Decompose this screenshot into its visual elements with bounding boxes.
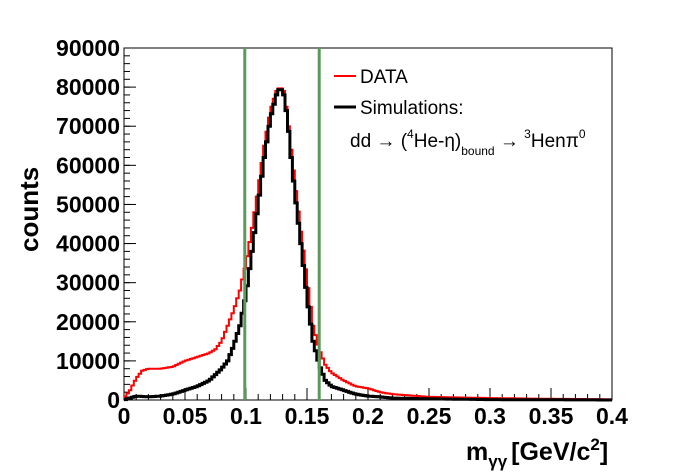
legend: DATA Simulations: dd → (4He-η)bound → 3H… [334, 67, 586, 158]
x-tick-label: 0.1 [230, 403, 262, 429]
legend-reaction-formula: dd → (4He-η)bound → 3Henπ0 [350, 127, 586, 158]
y-tick-label: 80000 [56, 74, 120, 100]
y-tick-label: 60000 [56, 152, 120, 178]
x-tick-label: 0.05 [163, 403, 208, 429]
x-axis: 0 0.05 0.1 0.15 0.2 0.25 0.3 0.35 0.4 [118, 388, 628, 429]
x-axis-title: mγγ [GeV/c2] [466, 435, 608, 471]
x-tick-label: 0 [118, 403, 131, 429]
legend-simulation-label: Simulations: [360, 98, 464, 119]
x-tick-label: 0.35 [529, 403, 574, 429]
x-axis-title-units-sup: 2 [590, 435, 599, 454]
y-tick-label: 10000 [56, 348, 120, 374]
x-tick-label: 0.25 [407, 403, 452, 429]
x-axis-title-units-close: ] [600, 438, 608, 466]
legend-data-label: DATA [360, 67, 408, 88]
y-tick-label: 40000 [56, 231, 120, 257]
y-tick-label: 0 [107, 387, 120, 413]
x-tick-label: 0.3 [474, 403, 506, 429]
x-axis-title-units: [GeV/c [511, 438, 590, 466]
x-tick-label: 0.2 [352, 403, 384, 429]
x-axis-title-main: m [466, 438, 488, 466]
series-layer [124, 87, 612, 402]
y-tick-label: 50000 [56, 191, 120, 217]
y-tick-label: 90000 [56, 35, 120, 61]
y-axis: 0 10000 20000 30000 40000 50000 60000 70000 8000… [56, 35, 136, 413]
x-axis-title-sub: γγ [488, 452, 507, 471]
cut-lines [243, 48, 321, 400]
y-tick-label: 20000 [56, 309, 120, 335]
y-axis-title: counts [14, 167, 44, 252]
x-tick-label: 0.15 [285, 403, 330, 429]
x-tick-label: 0.4 [596, 403, 628, 429]
y-tick-label: 70000 [56, 113, 120, 139]
y-tick-label: 30000 [56, 270, 120, 296]
series-simulation-line [124, 88, 612, 402]
